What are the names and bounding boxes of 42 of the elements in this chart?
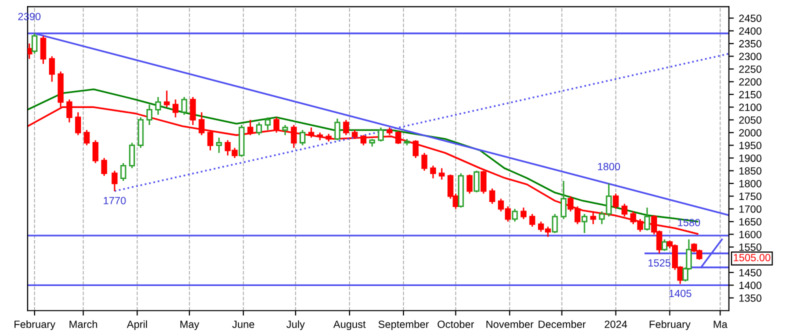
x-tick-label: March (70, 320, 98, 328)
annotation: 1580 (678, 218, 700, 226)
x-tick-label: February (650, 320, 691, 330)
y-tick-label: 2000 (739, 129, 762, 136)
annotation: 1505.00 (734, 254, 770, 262)
annotation: 1800 (598, 162, 620, 170)
y-tick-label: 2050 (739, 116, 762, 124)
y-tick-label: 1700 (739, 205, 762, 213)
y-tick-label: 1750 (739, 192, 762, 200)
annotation: 1405 (669, 290, 692, 298)
x-tick-label: July (286, 320, 305, 330)
y-tick-label: 1650 (739, 218, 762, 226)
x-tick-label: February (14, 320, 56, 330)
y-tick-label: 1800 (739, 180, 762, 188)
x-tick-label: June (232, 320, 254, 328)
y-tick-label: 1850 (739, 167, 762, 175)
y-tick-label: 1350 (739, 294, 762, 302)
x-tick-label: August (333, 320, 366, 330)
y-tick-label: 2400 (739, 27, 762, 35)
y-tick-label: 2450 (739, 14, 762, 22)
x-tick-label: November (486, 320, 534, 328)
x-tick-label: September (378, 320, 429, 330)
y-tick-label: 1550 (739, 244, 762, 251)
y-tick-label: 1950 (739, 142, 762, 150)
x-tick-label: May (180, 320, 200, 330)
x-tick-label: Ma (714, 320, 728, 328)
y-tick-label: 1450 (739, 268, 762, 276)
y-tick-label: 2250 (739, 65, 762, 73)
y-tick-label: 2100 (739, 104, 762, 112)
y-tick-label: 2150 (739, 90, 762, 98)
x-tick-label: April (126, 320, 147, 330)
y-tick-label: 1900 (739, 154, 762, 162)
y-tick-label: 2200 (739, 78, 762, 86)
x-tick-label: December (538, 320, 586, 328)
y-tick-label: 1600 (739, 230, 762, 238)
y-tick-label: 2350 (739, 40, 762, 48)
y-tick-label: 2300 (739, 52, 762, 60)
x-tick-label: 2024 (604, 320, 628, 328)
y-tick-label: 1400 (739, 282, 762, 290)
x-tick-label: October (438, 320, 474, 328)
annotation: 1770 (104, 196, 126, 204)
annotation: 1525 (648, 259, 670, 267)
